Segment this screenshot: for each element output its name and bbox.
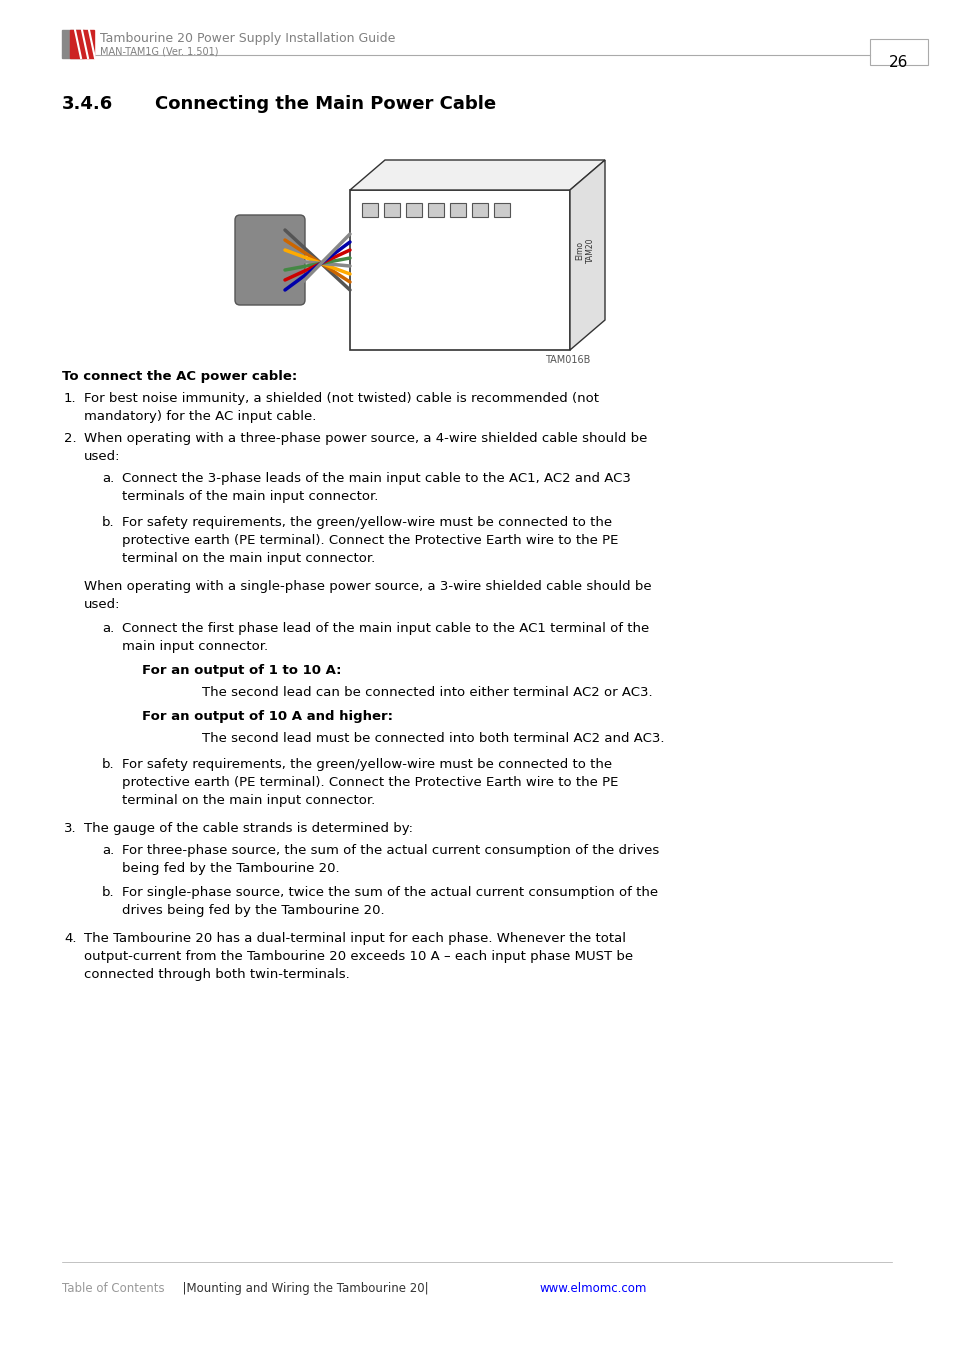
FancyBboxPatch shape <box>350 190 569 350</box>
Text: 1.: 1. <box>64 392 76 405</box>
Text: terminal on the main input connector.: terminal on the main input connector. <box>122 794 375 807</box>
Text: TAM016B: TAM016B <box>544 355 589 364</box>
Text: The second lead can be connected into either terminal AC2 or AC3.: The second lead can be connected into ei… <box>202 686 652 699</box>
Text: For safety requirements, the green/yellow-wire must be connected to the: For safety requirements, the green/yello… <box>122 757 612 771</box>
Text: terminals of the main input connector.: terminals of the main input connector. <box>122 490 378 504</box>
Text: MAN-TAM1G (Ver. 1.501): MAN-TAM1G (Ver. 1.501) <box>100 46 218 55</box>
Text: For an output of 1 to 10 A:: For an output of 1 to 10 A: <box>142 664 341 676</box>
Text: used:: used: <box>84 598 120 612</box>
Bar <box>494 202 510 217</box>
Bar <box>428 202 443 217</box>
Text: Connect the 3-phase leads of the main input cable to the AC1, AC2 and AC3: Connect the 3-phase leads of the main in… <box>122 472 630 485</box>
Text: To connect the AC power cable:: To connect the AC power cable: <box>62 370 297 383</box>
Text: When operating with a three-phase power source, a 4-wire shielded cable should b: When operating with a three-phase power … <box>84 432 647 446</box>
Bar <box>472 202 488 217</box>
Text: Connect the first phase lead of the main input cable to the AC1 terminal of the: Connect the first phase lead of the main… <box>122 622 649 634</box>
Bar <box>406 202 421 217</box>
Text: The gauge of the cable strands is determined by:: The gauge of the cable strands is determ… <box>84 822 413 836</box>
Text: b.: b. <box>102 516 114 529</box>
Text: a.: a. <box>102 622 114 634</box>
Text: protective earth (PE terminal). Connect the Protective Earth wire to the PE: protective earth (PE terminal). Connect … <box>122 776 618 788</box>
Text: For three-phase source, the sum of the actual current consumption of the drives: For three-phase source, the sum of the a… <box>122 844 659 857</box>
Text: Elmo
TAM20: Elmo TAM20 <box>575 238 594 263</box>
Bar <box>450 202 465 217</box>
Text: The second lead must be connected into both terminal AC2 and AC3.: The second lead must be connected into b… <box>202 732 664 745</box>
Bar <box>361 202 377 217</box>
Bar <box>62 30 84 58</box>
Text: connected through both twin-terminals.: connected through both twin-terminals. <box>84 968 350 981</box>
Bar <box>869 39 927 65</box>
Text: a.: a. <box>102 844 114 857</box>
Polygon shape <box>569 161 604 350</box>
FancyBboxPatch shape <box>234 215 305 305</box>
Text: www.elmomc.com: www.elmomc.com <box>539 1282 647 1295</box>
Text: drives being fed by the Tambourine 20.: drives being fed by the Tambourine 20. <box>122 904 384 917</box>
Text: terminal on the main input connector.: terminal on the main input connector. <box>122 552 375 566</box>
Text: b.: b. <box>102 757 114 771</box>
Text: output-current from the Tambourine 20 exceeds 10 A – each input phase MUST be: output-current from the Tambourine 20 ex… <box>84 950 633 963</box>
Text: 3.: 3. <box>64 822 76 836</box>
Text: For an output of 10 A and higher:: For an output of 10 A and higher: <box>142 710 393 724</box>
Text: b.: b. <box>102 886 114 899</box>
Text: 4.: 4. <box>64 931 76 945</box>
Polygon shape <box>70 30 94 58</box>
Text: When operating with a single-phase power source, a 3-wire shielded cable should : When operating with a single-phase power… <box>84 580 651 593</box>
Text: |Mounting and Wiring the Tambourine 20|: |Mounting and Wiring the Tambourine 20| <box>174 1282 428 1295</box>
Text: mandatory) for the AC input cable.: mandatory) for the AC input cable. <box>84 410 316 423</box>
Text: Tambourine 20 Power Supply Installation Guide: Tambourine 20 Power Supply Installation … <box>100 32 395 45</box>
Text: For single-phase source, twice the sum of the actual current consumption of the: For single-phase source, twice the sum o… <box>122 886 658 899</box>
Text: 2.: 2. <box>64 432 76 446</box>
Text: Connecting the Main Power Cable: Connecting the Main Power Cable <box>154 95 496 113</box>
Bar <box>384 202 399 217</box>
Text: being fed by the Tambourine 20.: being fed by the Tambourine 20. <box>122 863 339 875</box>
Text: 26: 26 <box>888 55 908 70</box>
Text: Table of Contents: Table of Contents <box>62 1282 165 1295</box>
Text: main input connector.: main input connector. <box>122 640 268 653</box>
Text: a.: a. <box>102 472 114 485</box>
Text: For safety requirements, the green/yellow-wire must be connected to the: For safety requirements, the green/yello… <box>122 516 612 529</box>
Text: protective earth (PE terminal). Connect the Protective Earth wire to the PE: protective earth (PE terminal). Connect … <box>122 535 618 547</box>
Text: 3.4.6: 3.4.6 <box>62 95 113 113</box>
Text: used:: used: <box>84 450 120 463</box>
Text: The Tambourine 20 has a dual-terminal input for each phase. Whenever the total: The Tambourine 20 has a dual-terminal in… <box>84 931 625 945</box>
Text: For best noise immunity, a shielded (not twisted) cable is recommended (not: For best noise immunity, a shielded (not… <box>84 392 598 405</box>
Polygon shape <box>350 161 604 190</box>
